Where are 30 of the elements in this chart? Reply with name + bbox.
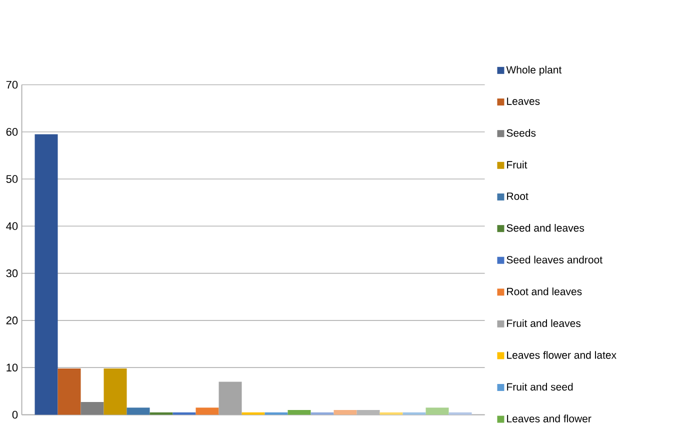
legend-label: Seeds [506, 129, 536, 137]
bar [196, 408, 219, 415]
y-tick-label: 20 [6, 316, 18, 324]
legend-label: Fruit and seed [507, 382, 573, 391]
legend-label: Seed leaves androot [506, 256, 602, 264]
y-tick-label: 40 [6, 222, 18, 230]
legend-label: Fruit [507, 160, 528, 169]
legend-label: Seed and leaves [506, 224, 584, 232]
legend-label: Fruit and leaves [507, 319, 581, 328]
bar [426, 408, 449, 415]
legend-label: Root [507, 192, 528, 200]
y-tick-label: 70 [6, 80, 18, 89]
legend-label: Leaves and flower [507, 414, 592, 422]
y-tick-label: 10 [6, 364, 18, 372]
bar [80, 402, 104, 415]
legend-label: Root and leaves [507, 288, 582, 296]
bar [288, 410, 311, 415]
bar [218, 382, 242, 415]
y-tick-label: 0 [12, 410, 18, 419]
bar [34, 134, 58, 415]
bar [58, 368, 81, 415]
bar [126, 408, 150, 415]
legend-label: Leaves [507, 98, 540, 105]
bar [104, 368, 127, 415]
y-tick-label: 60 [6, 128, 18, 136]
y-tick-label: 30 [6, 269, 18, 278]
y-tick-label: 50 [6, 175, 18, 183]
legend-label: Leaves flower and latex [507, 351, 616, 359]
bar [334, 410, 357, 415]
legend-label: Whole plant [506, 66, 562, 76]
